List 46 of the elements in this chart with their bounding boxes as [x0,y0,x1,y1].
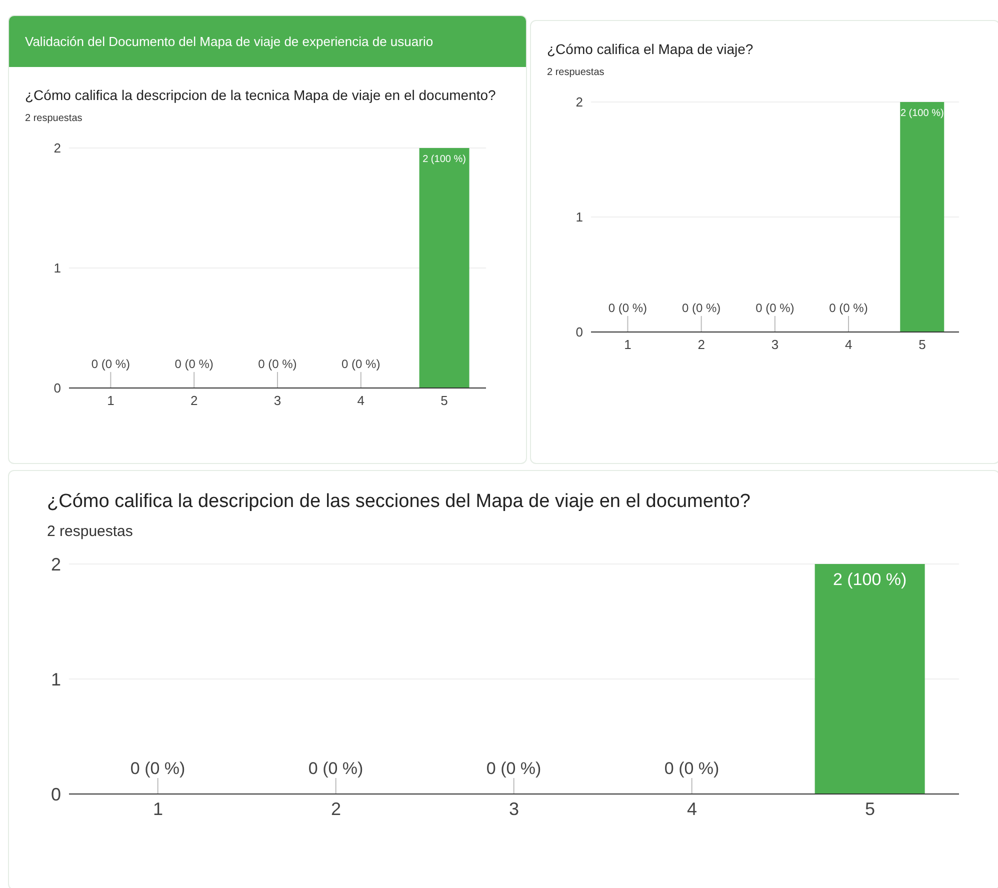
data-label: 0 (0 %) [682,301,721,315]
x-tick-label: 1 [107,393,114,408]
text: Validación del Documento del Mapa de viaje de experiencia de usuario [9,16,526,67]
data-label: 0 (0 %) [130,759,186,778]
data-label: 2 (100 %) [900,108,944,119]
y-tick-label: 2 [576,94,583,110]
y-tick-label: 0 [576,324,583,340]
data-label: 0 (0 %) [258,357,297,371]
x-tick-label: 1 [624,337,632,352]
x-tick-label: 4 [686,798,698,819]
x-tick-label: 5 [918,337,926,352]
chart-subtitle: 2 respuestas [46,522,134,542]
y-tick-label: 0 [54,380,61,396]
data-label: 0 (0 %) [342,357,380,371]
x-tick-label: 3 [274,393,282,408]
data-label: 0 (0 %) [756,301,794,315]
x-tick-label: 3 [508,798,520,819]
x-tick-label: 5 [440,393,448,408]
data-label: 2 (100 %) [832,570,907,589]
chart-title: ¿Cómo califica la descripcion de la tecnica Mapa de viaje en el documento? [24,86,497,105]
x-tick-label: 4 [844,337,852,352]
chart-subtitle: 2 respuestas [24,112,84,126]
data-label: 2 (100 %) [422,154,466,165]
data-label: 0 (0 %) [486,759,542,778]
data-label: 0 (0 %) [664,759,720,778]
y-tick-label: 2 [50,554,61,574]
y-tick-label: 2 [54,140,61,156]
data-label: 0 (0 %) [174,357,214,371]
chart-title: ¿Cómo califica la descripcion de las secciones del Mapa de viaje en el documento? [46,490,752,514]
x-tick-label: 3 [771,337,779,352]
x-tick-label: 2 [190,393,198,408]
y-tick-label: 1 [50,669,61,690]
data-label: 0 (0 %) [608,301,648,315]
data-label: 0 (0 %) [829,301,868,315]
y-tick-label: 1 [54,260,61,276]
x-tick-label: 1 [152,798,164,819]
chart-title: ¿Cómo califica el Mapa de viaje? [546,40,754,59]
y-tick-label: 0 [50,784,61,804]
x-tick-label: 5 [864,798,876,819]
x-tick-label: 4 [357,393,365,408]
x-tick-label: 2 [698,337,706,352]
data-label: 0 (0 %) [308,759,364,778]
data-label: 0 (0 %) [91,357,130,371]
y-tick-label: 1 [576,210,583,225]
chart-subtitle: 2 respuestas [546,66,606,80]
x-tick-label: 2 [330,798,342,819]
